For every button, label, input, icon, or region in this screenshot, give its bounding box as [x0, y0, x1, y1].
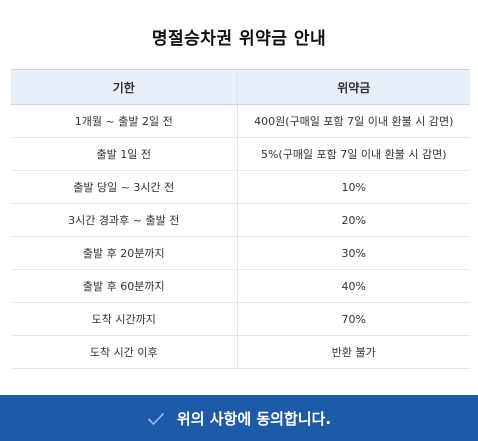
period-cell: 출발 당일 ~ 3시간 전 [11, 170, 237, 204]
fee-cell: 30% [236, 236, 470, 270]
table-row: 도착 시간 이후 반환 불가 [11, 335, 470, 369]
period-cell: 출발 후 20분까지 [11, 236, 237, 270]
penalty-table: 기한 위약금 1개월 ~ 출발 2일 전 400원(구매일 포함 7일 이내 환불… [11, 69, 470, 369]
period-cell: 출발 1일 전 [11, 137, 237, 171]
column-header-period: 기한 [11, 69, 237, 105]
period-cell: 출발 후 60분까지 [11, 269, 237, 303]
period-cell: 3시간 경과후 ~ 출발 전 [11, 203, 237, 237]
column-header-fee: 위약금 [236, 69, 470, 105]
fee-cell: 10% [236, 170, 470, 204]
fee-cell: 5%(구매일 포함 7일 이내 환불 시 감면) [236, 137, 470, 171]
table-row: 3시간 경과후 ~ 출발 전 20% [11, 203, 470, 237]
check-icon [147, 411, 165, 426]
table-row: 1개월 ~ 출발 2일 전 400원(구매일 포함 7일 이내 환불 시 감면) [11, 104, 470, 138]
table-row: 출발 당일 ~ 3시간 전 10% [11, 170, 470, 204]
table-body: 1개월 ~ 출발 2일 전 400원(구매일 포함 7일 이내 환불 시 감면) 출… [11, 104, 470, 369]
period-cell: 도착 시간까지 [11, 302, 237, 336]
agree-button[interactable]: 위의 사항에 동의합니다. [0, 395, 478, 441]
table-header-row: 기한 위약금 [11, 69, 470, 105]
fee-cell: 70% [236, 302, 470, 336]
period-cell: 1개월 ~ 출발 2일 전 [11, 104, 237, 138]
agree-button-label: 위의 사항에 동의합니다. [176, 409, 332, 428]
period-cell: 도착 시간 이후 [11, 335, 237, 369]
fee-cell: 400원(구매일 포함 7일 이내 환불 시 감면) [236, 104, 470, 138]
fee-cell: 20% [236, 203, 470, 237]
table-row: 출발 후 20분까지 30% [11, 236, 470, 270]
table-row: 출발 1일 전 5%(구매일 포함 7일 이내 환불 시 감면) [11, 137, 470, 171]
table-row: 출발 후 60분까지 40% [11, 269, 470, 303]
table-row: 도착 시간까지 70% [11, 302, 470, 336]
page-title: 명절승차권 위약금 안내 [151, 29, 327, 49]
fee-cell: 반환 불가 [236, 335, 470, 369]
fee-cell: 40% [236, 269, 470, 303]
